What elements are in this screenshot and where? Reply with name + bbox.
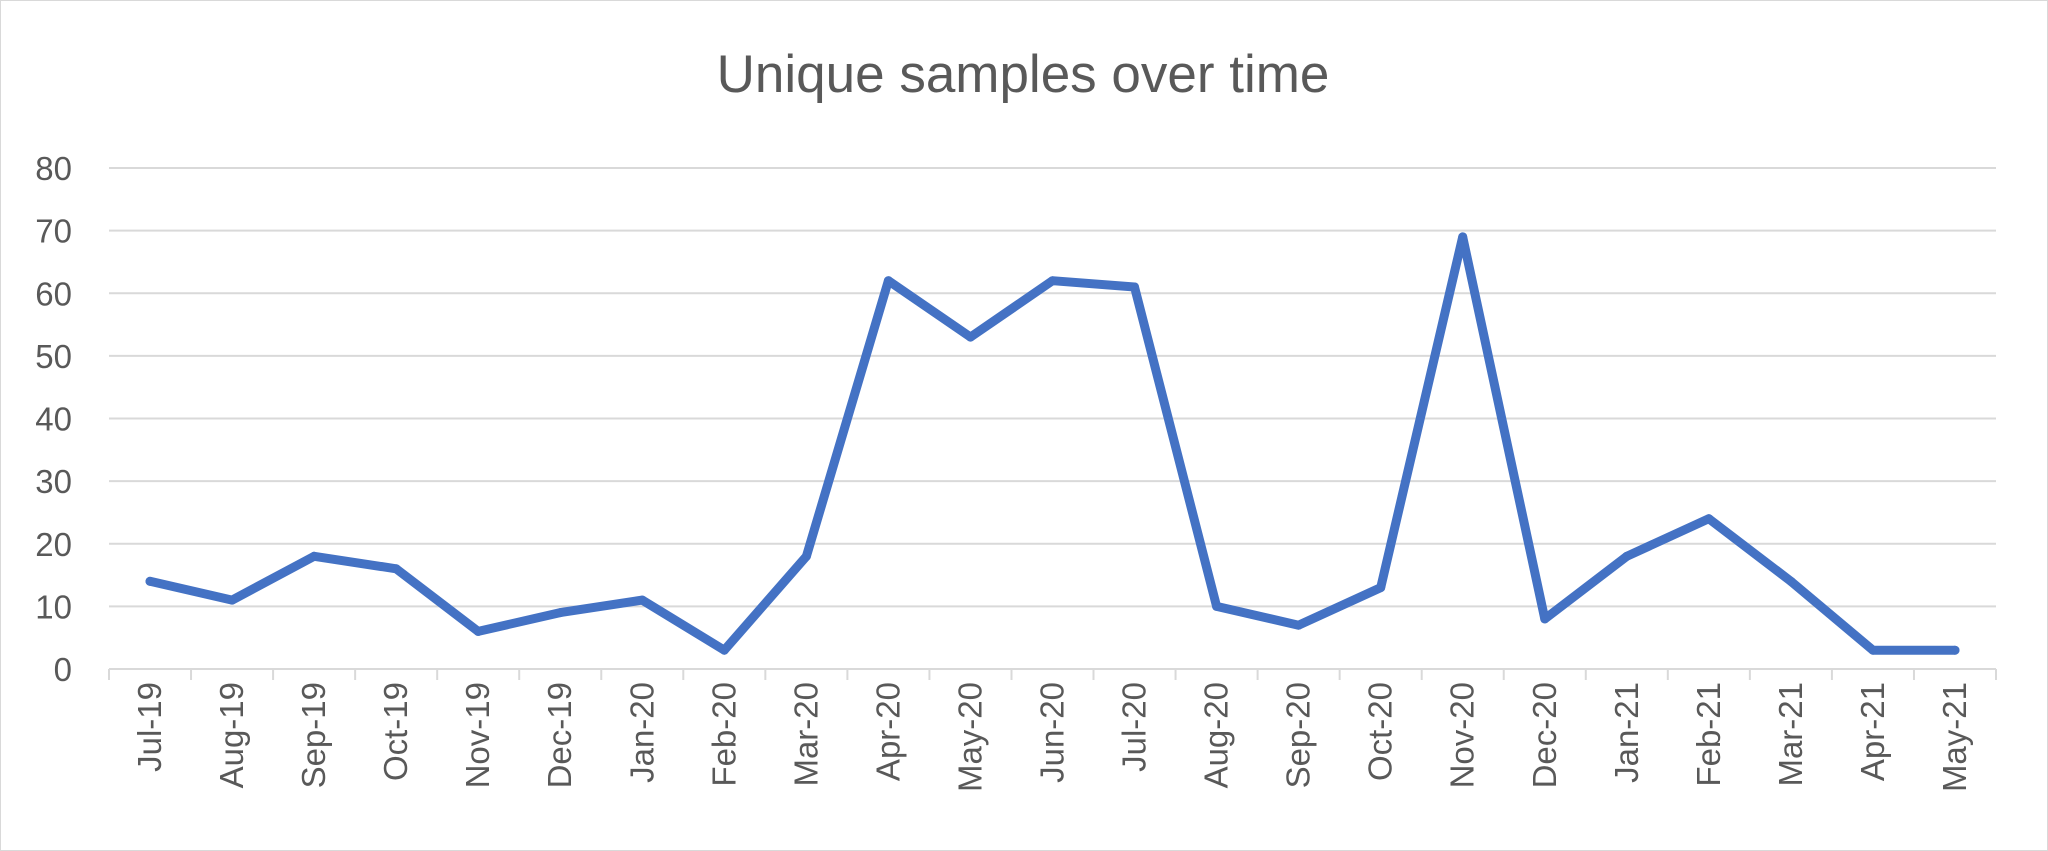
data-point	[1622, 551, 1632, 561]
x-tick-label: Dec-19	[541, 682, 578, 788]
y-tick-label: 50	[35, 338, 72, 375]
x-tick-label: Apr-20	[869, 682, 906, 781]
data-point	[1048, 276, 1057, 286]
y-tick-label: 80	[35, 150, 72, 187]
data-point	[1786, 576, 1796, 586]
gridlines	[109, 167, 1996, 608]
y-tick-label: 10	[35, 588, 72, 625]
x-tick-label: Feb-21	[1690, 682, 1727, 787]
y-tick-label: 0	[54, 651, 72, 688]
x-tick-label: Aug-20	[1198, 682, 1235, 788]
y-tick-label: 70	[35, 213, 72, 250]
x-tick-label: Oct-20	[1362, 682, 1399, 781]
x-tick-label: May-20	[951, 682, 988, 792]
data-point	[555, 608, 565, 618]
x-tick-label: Feb-20	[705, 682, 742, 787]
y-tick-label: 30	[35, 463, 72, 500]
y-tick-label: 60	[35, 275, 72, 312]
data-point	[965, 332, 975, 342]
x-tick-label: May-21	[1936, 682, 1973, 792]
x-tick-label: Sep-19	[295, 682, 332, 788]
data-point	[1130, 282, 1140, 292]
series-line	[145, 232, 1960, 655]
data-point	[1458, 232, 1468, 242]
x-tick-label: Aug-19	[213, 682, 250, 788]
x-tick-label: Jan-20	[623, 682, 660, 783]
x-axis-tick-labels: Jul-19 Aug-19 Sep-19 Oct-19 Nov-19 Dec-19 Jan-…	[131, 682, 1973, 792]
y-tick-label: 40	[35, 401, 72, 438]
x-axis	[108, 668, 1997, 680]
data-point	[1950, 645, 1960, 655]
x-tick-label: Nov-20	[1444, 682, 1481, 788]
data-point	[1868, 645, 1878, 655]
data-point	[719, 645, 729, 655]
y-axis: 0 10 20 30 40 50 60 70 80	[35, 150, 72, 688]
data-point	[1212, 601, 1222, 611]
data-point	[1376, 583, 1386, 593]
data-point	[1704, 514, 1714, 524]
data-point	[473, 626, 483, 636]
x-tick-label: Mar-20	[787, 682, 824, 787]
x-tick-label: Jan-21	[1608, 682, 1645, 783]
data-point	[145, 576, 155, 586]
data-point	[1540, 614, 1550, 624]
chart-title: Unique samples over time	[717, 45, 1330, 104]
data-point	[801, 551, 811, 561]
data-point	[883, 276, 893, 286]
x-tick-label: Jun-20	[1034, 682, 1071, 783]
data-point	[309, 551, 319, 561]
x-tick-label: Sep-20	[1280, 682, 1317, 788]
x-tick-label: Apr-21	[1854, 682, 1891, 781]
data-point	[227, 595, 237, 605]
data-point	[1294, 620, 1304, 630]
x-tick-label: Dec-20	[1526, 682, 1563, 788]
x-tick-label: Nov-19	[459, 682, 496, 788]
x-tick-label: Jul-19	[131, 682, 168, 772]
data-point	[391, 564, 401, 574]
x-tick-label: Oct-19	[377, 682, 414, 781]
x-tick-label: Mar-21	[1772, 682, 1809, 787]
series-layer	[145, 232, 1960, 655]
x-tick-label: Jul-20	[1116, 682, 1153, 772]
data-point	[637, 595, 647, 605]
y-tick-label: 20	[35, 526, 72, 563]
